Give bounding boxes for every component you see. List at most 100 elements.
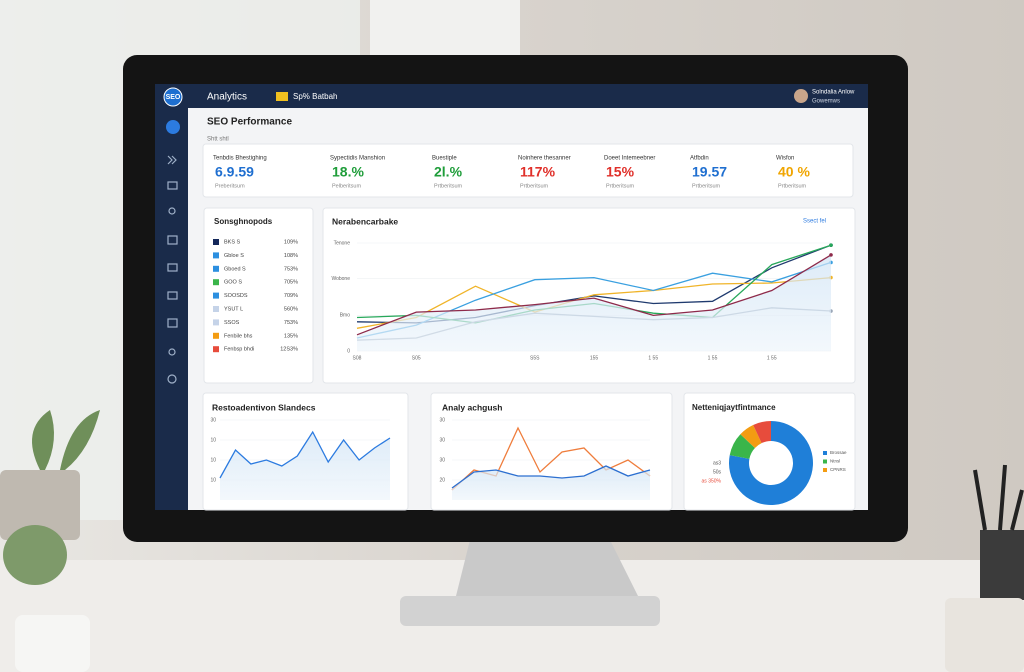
monitor-stand [455, 540, 640, 600]
legend-swatch [213, 265, 219, 272]
line [356, 276, 832, 329]
legend-swatch [823, 459, 827, 464]
chart-link[interactable]: Ssect fel [803, 219, 826, 225]
plant [32, 410, 100, 470]
source-value: 12S3% [280, 347, 298, 353]
source-value: 135% [284, 333, 298, 339]
x-tick-label: S5S [530, 355, 540, 361]
legend-swatch [213, 292, 219, 299]
kpi-sub: Preberitsum [215, 183, 245, 189]
sources-title: Sonsghnopods [214, 217, 273, 226]
kpi-sub: Prtberitsum [778, 183, 807, 189]
kpi-sub: Prtberitsum [692, 183, 721, 189]
pen-holder [980, 530, 1024, 600]
legend-label: Ntnsl [830, 459, 840, 464]
cup [945, 598, 1024, 672]
legend-swatch [213, 252, 219, 259]
sources-card [203, 207, 314, 384]
kpi-label: Wisfon [776, 156, 794, 162]
side-label: as3 [713, 460, 721, 466]
kpi-label: Tenbdis Bhestighing [213, 156, 267, 162]
y-tick-label: Tenone [334, 240, 351, 246]
kpi-sub: Prtberitsum [606, 183, 635, 189]
kpi-label: Noinhere thesanner [518, 156, 571, 162]
kpi-label: Atfbdin [690, 156, 709, 162]
source-label: Gboed S [224, 266, 246, 272]
legend-label: Brossae [830, 450, 847, 455]
x-tick-label: 1 55 [648, 355, 658, 361]
chart-card [683, 392, 856, 511]
window-pane [370, 0, 520, 60]
page-subtitle: Shtt shtl [207, 137, 229, 143]
donut-segment [729, 434, 755, 459]
kpi-sub: Prtberitsum [520, 183, 549, 189]
user-role: Gowemws [812, 99, 840, 105]
y-tick-label: Wobone [331, 276, 350, 282]
kpi-value: 15% [606, 164, 635, 180]
area [452, 466, 650, 500]
legend-swatch [213, 319, 219, 326]
legend-swatch [213, 279, 219, 286]
nav-icons [167, 155, 178, 384]
kpi-value: 6.9.59 [215, 164, 254, 180]
app-name[interactable]: Analytics [207, 92, 247, 103]
side-label: as 350% [702, 478, 722, 484]
nav-icon[interactable] [166, 120, 180, 134]
donut-segment [728, 421, 813, 505]
workspace[interactable]: Sp% Batbah [293, 92, 337, 101]
top-bar [155, 84, 868, 108]
source-label: Fenbile bhs [224, 333, 253, 339]
y-tick-label: 0 [347, 348, 350, 354]
source-label: Gbloe S [224, 253, 244, 259]
source-value: 709% [284, 293, 298, 299]
legend-swatch [213, 332, 219, 339]
source-value: 560% [284, 306, 298, 312]
pencils [973, 464, 1024, 531]
kpi-label: Buestiple [432, 156, 457, 162]
kpi-sub: Pelberitsum [332, 183, 361, 189]
line [356, 254, 832, 336]
chart-title: Nerabencarbake [332, 216, 398, 226]
logo-text: SEO [166, 94, 181, 101]
x-tick-label: 1 55 [767, 355, 777, 361]
source-value: 705% [284, 280, 298, 286]
y-tick-label: 10 [210, 437, 216, 443]
source-value: 753% [284, 320, 298, 326]
source-value: 753% [284, 266, 298, 272]
y-tick-label: 30 [210, 417, 216, 423]
y-tick-label: 20 [439, 477, 445, 483]
x-tick-label: S08 [353, 355, 362, 361]
kpi-card [202, 143, 854, 198]
pot [0, 470, 80, 540]
side-label: 50s [713, 469, 722, 475]
x-tick-label: S05 [412, 355, 421, 361]
source-label: SSOS [224, 320, 240, 326]
kpi-value: 19.57 [692, 164, 727, 180]
chart-title: Restoadentivon Slandecs [212, 402, 316, 412]
succulent [3, 525, 67, 585]
kpi-value: 40 % [778, 164, 810, 180]
legend-swatch [213, 239, 219, 245]
monitor-base [400, 596, 660, 626]
sidebar [155, 84, 188, 510]
area [220, 432, 390, 500]
avatar[interactable] [794, 89, 808, 103]
y-tick-label: 30 [439, 457, 445, 463]
y-tick-label: Bmo [340, 313, 351, 319]
chart-title: Netteniqjaytfintmance [692, 403, 776, 412]
source-value: 109% [284, 239, 298, 245]
donut-segment [740, 425, 762, 448]
kpi-label: Doeet Intemeebner [604, 156, 655, 162]
line [451, 465, 651, 489]
kpi-value: 18.% [332, 164, 364, 180]
source-label: YSUT L [224, 306, 243, 312]
source-value: 108% [284, 253, 298, 259]
end-point [829, 243, 833, 247]
kpi-label: Sypectidis Manshion [330, 156, 385, 162]
source-label: GOO S [224, 280, 242, 286]
logo[interactable] [163, 87, 183, 107]
page-title: SEO Performance [207, 117, 292, 128]
source-label: BKS S [224, 239, 241, 245]
